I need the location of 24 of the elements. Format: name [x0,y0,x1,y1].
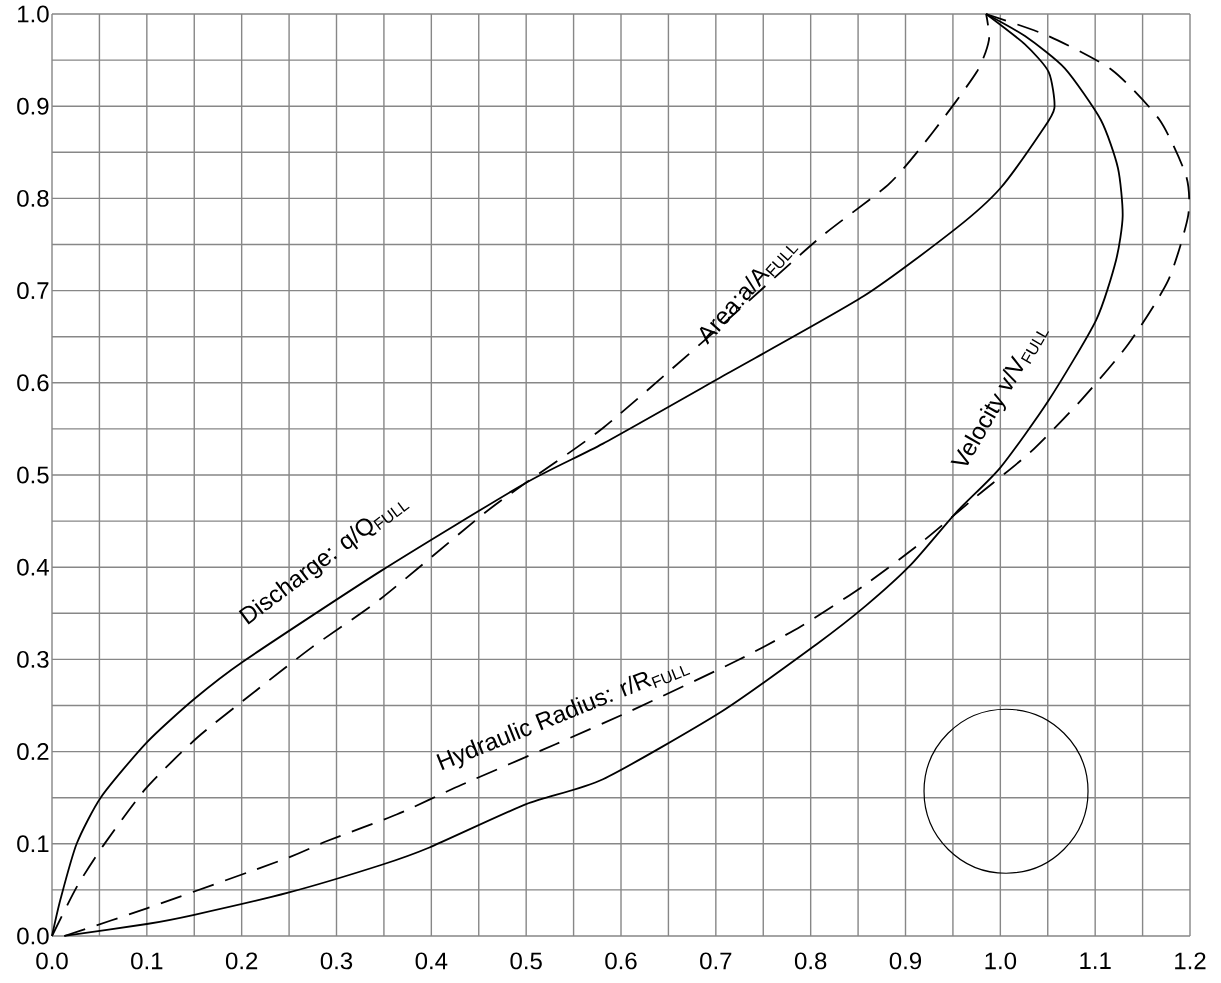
y-tick-label: 0.3 [17,650,49,668]
y-tick-label: 0.0 [17,927,49,945]
x-tick-label: 1.0 [985,952,1017,970]
x-tick-label: 0.4 [415,952,448,970]
x-tick-label: 0.1 [131,952,163,970]
x-tick-label: 0.2 [225,952,258,970]
x-tick-label: 1.2 [1175,952,1206,970]
y-tick-label: 0.9 [17,97,49,115]
x-tick-label: 1.1 [1080,952,1111,969]
y-tick-label: 0.1 [17,835,49,853]
y-tick-label: 0.8 [17,189,49,207]
y-tick-label: 0.7 [17,282,49,300]
y-tick-label: 0.5 [17,466,49,484]
x-tick-label: 0.6 [605,952,637,970]
y-tick-label: 1.0 [18,5,49,23]
x-tick-label: 0.7 [700,952,732,970]
x-tick-label: 0.0 [36,952,68,970]
y-tick-label: 0.6 [17,374,49,392]
x-tick-label: 0.5 [510,952,542,970]
y-tick-label: 0.4 [17,558,49,576]
x-tick-label: 0.3 [320,952,353,970]
y-tick-label: 0.2 [17,743,49,761]
x-tick-label: 0.9 [889,952,922,970]
x-tick-label: 0.8 [794,952,827,970]
